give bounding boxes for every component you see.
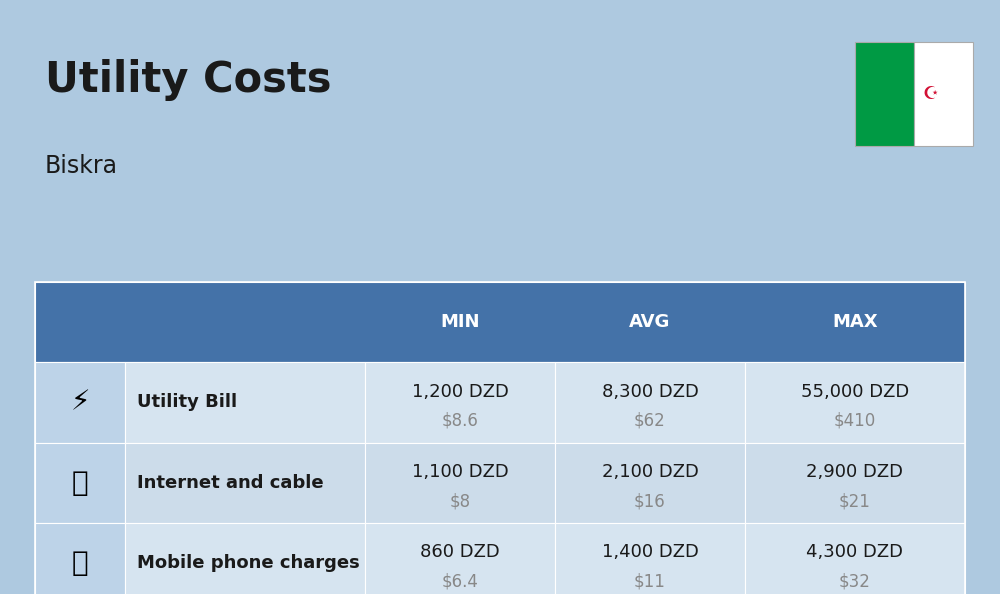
FancyBboxPatch shape — [745, 362, 965, 443]
Text: $21: $21 — [839, 492, 871, 510]
Text: 2,100 DZD: 2,100 DZD — [602, 463, 698, 481]
FancyBboxPatch shape — [35, 523, 125, 594]
Text: 1,200 DZD: 1,200 DZD — [412, 383, 508, 401]
FancyBboxPatch shape — [125, 362, 365, 443]
FancyBboxPatch shape — [365, 443, 555, 523]
FancyBboxPatch shape — [855, 42, 914, 146]
FancyBboxPatch shape — [555, 443, 745, 523]
FancyBboxPatch shape — [555, 362, 745, 443]
Text: 860 DZD: 860 DZD — [420, 544, 500, 561]
Text: ⚡: ⚡ — [70, 388, 90, 416]
Text: Internet and cable: Internet and cable — [137, 473, 324, 492]
Text: $8.6: $8.6 — [442, 412, 478, 430]
Text: 📶: 📶 — [72, 469, 88, 497]
Text: 1,100 DZD: 1,100 DZD — [412, 463, 508, 481]
FancyBboxPatch shape — [745, 443, 965, 523]
FancyBboxPatch shape — [365, 362, 555, 443]
FancyBboxPatch shape — [125, 443, 365, 523]
Text: 8,300 DZD: 8,300 DZD — [602, 383, 698, 401]
Text: $410: $410 — [834, 412, 876, 430]
Text: $16: $16 — [634, 492, 666, 510]
Text: 📱: 📱 — [72, 549, 88, 577]
FancyBboxPatch shape — [35, 362, 125, 443]
Text: 1,400 DZD: 1,400 DZD — [602, 544, 698, 561]
Text: Utility Costs: Utility Costs — [45, 59, 332, 102]
Text: AVG: AVG — [629, 313, 671, 331]
FancyBboxPatch shape — [35, 443, 125, 523]
Text: Mobile phone charges: Mobile phone charges — [137, 554, 360, 572]
FancyBboxPatch shape — [745, 523, 965, 594]
FancyBboxPatch shape — [125, 523, 365, 594]
Text: Biskra: Biskra — [45, 154, 118, 178]
Text: 2,900 DZD: 2,900 DZD — [806, 463, 903, 481]
Text: ☪: ☪ — [922, 84, 939, 103]
FancyBboxPatch shape — [914, 42, 973, 146]
Text: MIN: MIN — [440, 313, 480, 331]
Text: $32: $32 — [839, 572, 871, 590]
Text: Utility Bill: Utility Bill — [137, 393, 237, 412]
Text: $8: $8 — [449, 492, 471, 510]
Text: 55,000 DZD: 55,000 DZD — [801, 383, 909, 401]
FancyBboxPatch shape — [365, 523, 555, 594]
Text: MAX: MAX — [832, 313, 878, 331]
Text: $6.4: $6.4 — [442, 572, 478, 590]
FancyBboxPatch shape — [555, 523, 745, 594]
Text: $62: $62 — [634, 412, 666, 430]
Text: 4,300 DZD: 4,300 DZD — [806, 544, 903, 561]
Text: $11: $11 — [634, 572, 666, 590]
FancyBboxPatch shape — [35, 282, 965, 362]
